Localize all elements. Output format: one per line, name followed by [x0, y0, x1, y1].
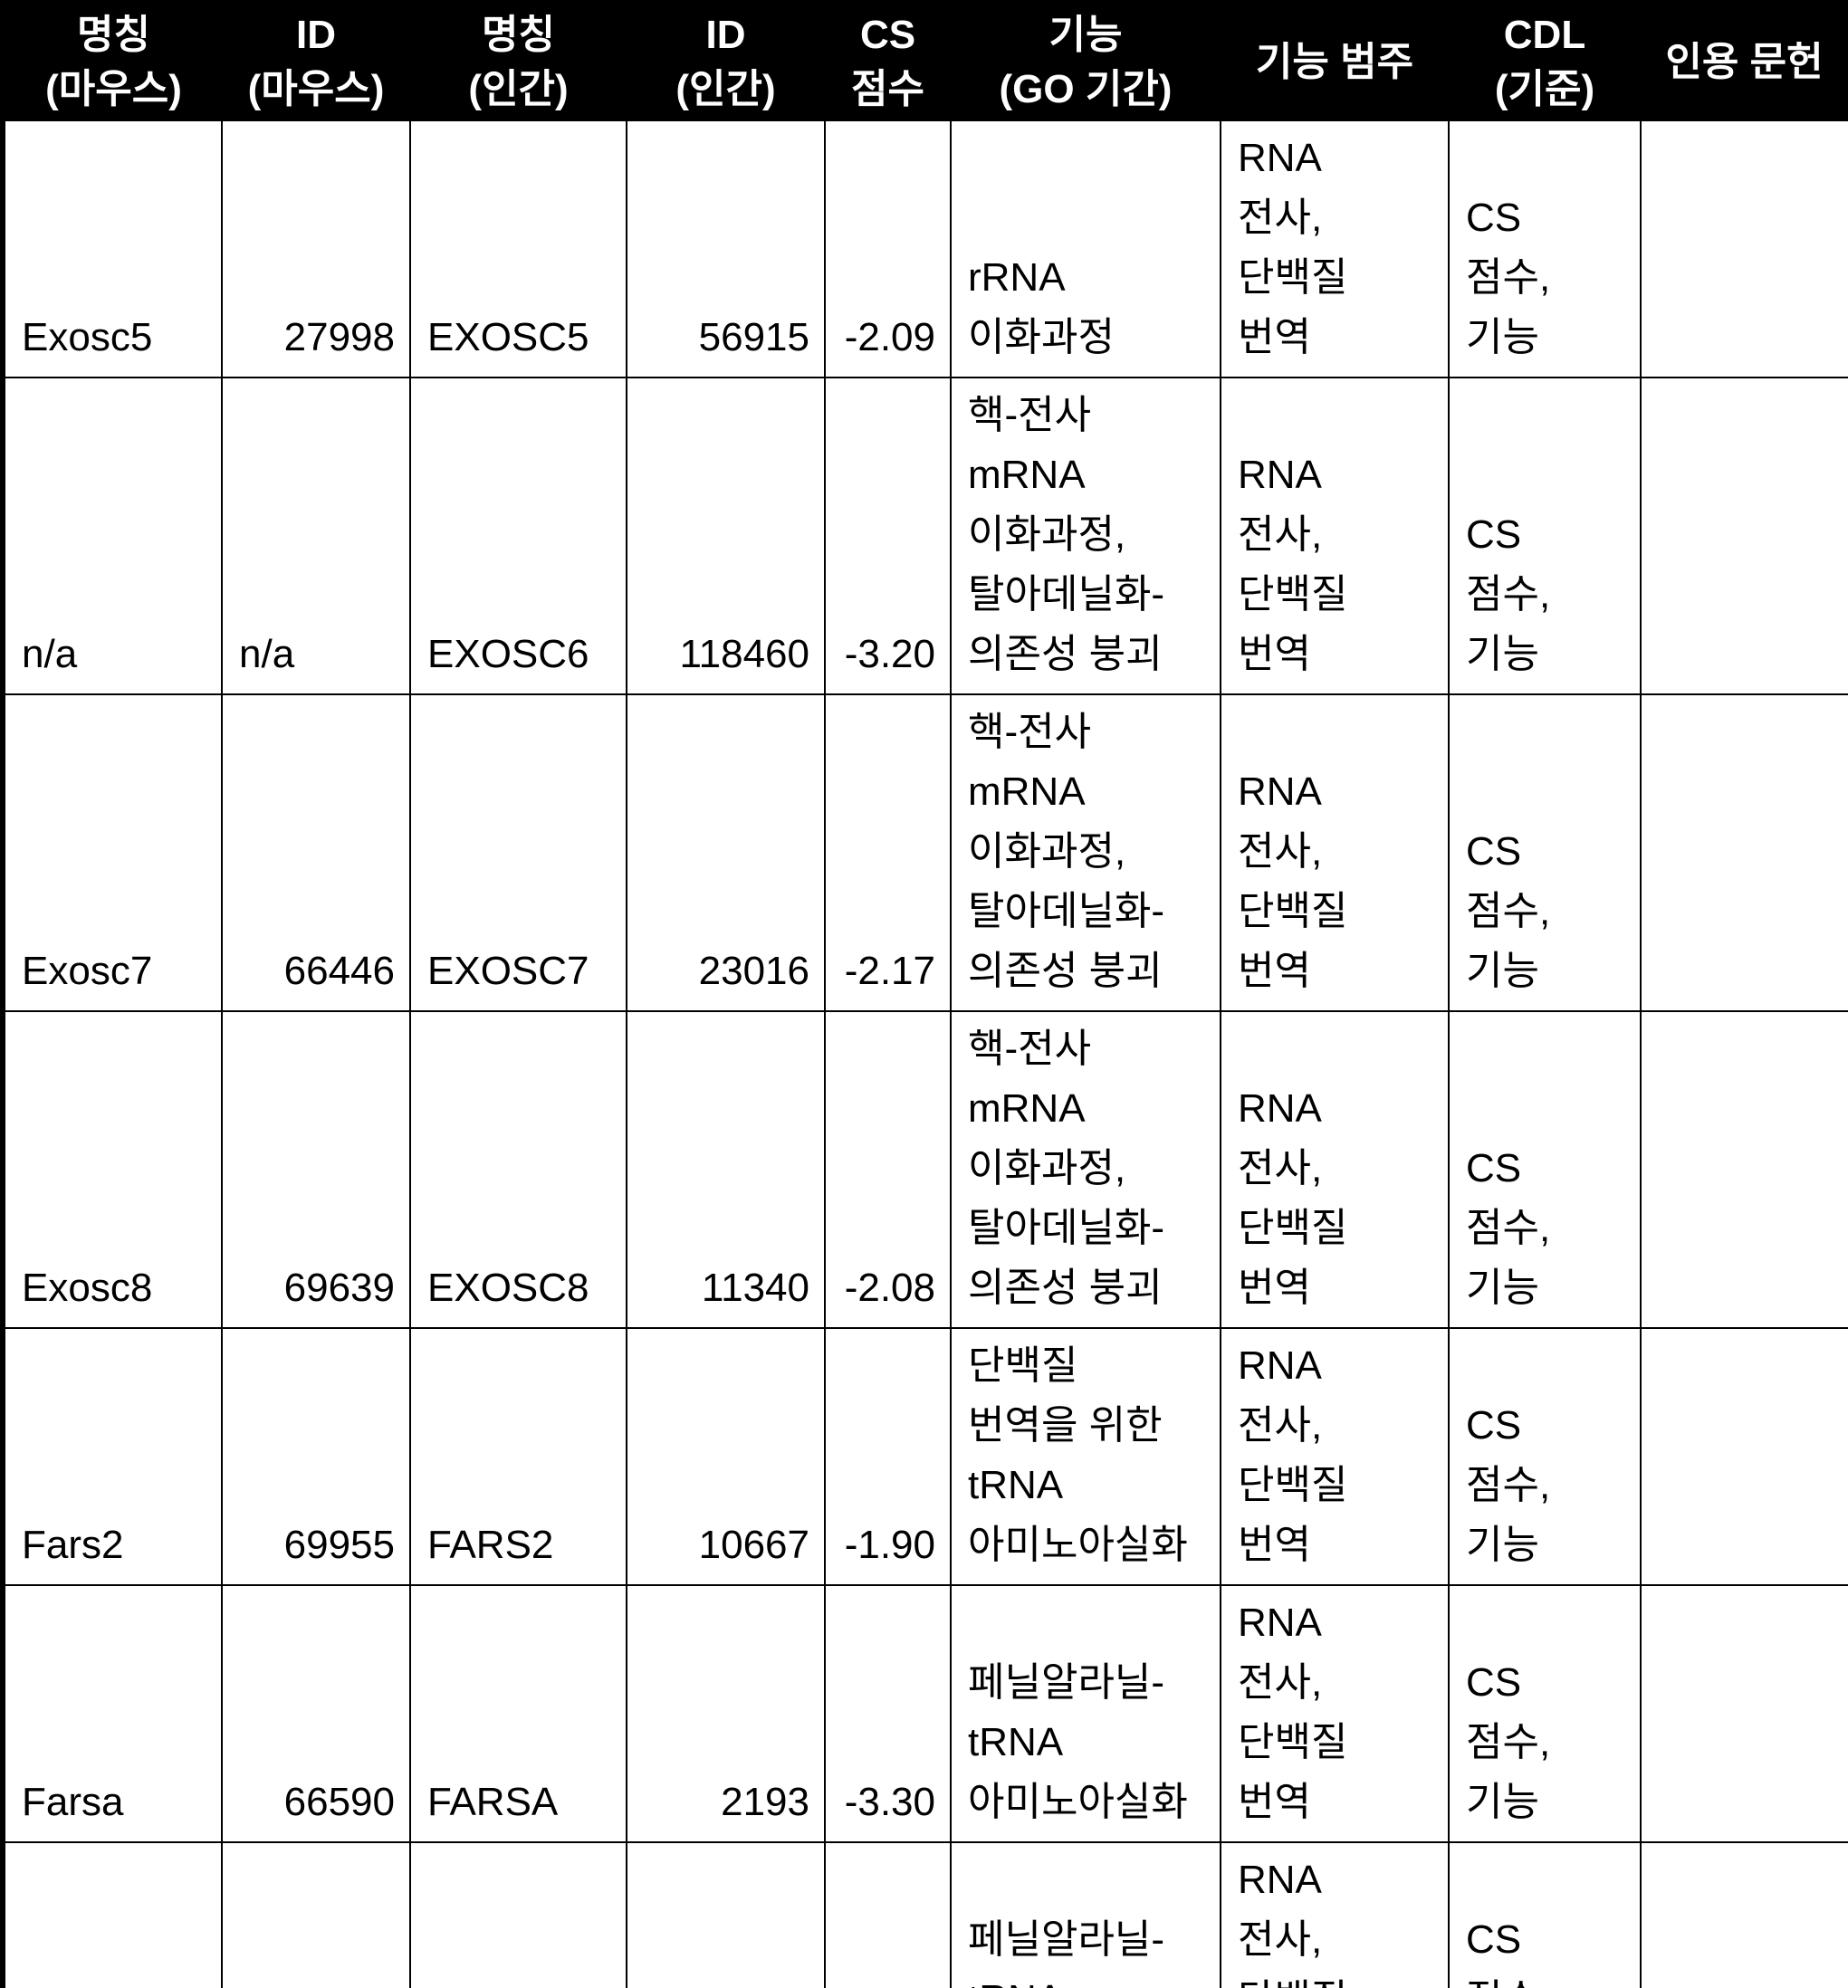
- cell-citation: [1640, 1584, 1848, 1843]
- cell-citation: [1640, 693, 1848, 1012]
- cell-name-human: FARS2: [409, 1327, 627, 1586]
- cell-cdl: CS 점수, 기능: [1448, 1584, 1642, 1843]
- table-row: n/a n/a EXOSC6 118460 -3.20 핵-전사 mRNA 이화…: [2, 377, 1848, 695]
- cell-id-human: 10667: [626, 1327, 826, 1586]
- cell-id-mouse: n/a: [221, 377, 411, 695]
- cell-cs-score: -1.90: [824, 1327, 952, 1586]
- cell-id-human: 118460: [626, 377, 826, 695]
- cell-id-human: 56915: [626, 119, 826, 378]
- cell-cs-score: -2.49: [824, 1841, 952, 1988]
- cell-name-mouse: Farsb: [2, 1841, 223, 1988]
- cell-cdl: CS 점수, 기능: [1448, 119, 1642, 378]
- cell-citation: [1640, 377, 1848, 695]
- cell-cdl: CS 점수, 기능: [1448, 693, 1642, 1012]
- cell-name-mouse: Exosc8: [2, 1010, 223, 1329]
- cell-id-mouse: 23874: [221, 1841, 411, 1988]
- header-function-go: 기능 (GO 기간): [999, 13, 1173, 111]
- header-id-mouse: ID (마우스): [247, 13, 385, 111]
- cell-name-human: EXOSC5: [409, 119, 627, 378]
- cell-id-mouse: 66446: [221, 693, 411, 1012]
- cell-function-go: 핵-전사 mRNA 이화과정, 탈아데닐화- 의존성 붕괴: [950, 1010, 1221, 1329]
- cell-function-category: RNA 전사, 단백질 번역: [1220, 377, 1450, 695]
- header-function-category: 기능 범주: [1255, 40, 1414, 84]
- cell-id-mouse: 27998: [221, 119, 411, 378]
- table-row: Fars2 69955 FARS2 10667 -1.90 단백질 번역을 위한…: [2, 1327, 1848, 1586]
- cell-name-human: FARSA: [409, 1584, 627, 1843]
- table-row: Farsb 23874 FARSB 10056 -2.49 페닐알라닐- tRN…: [2, 1841, 1848, 1988]
- table-body: Exosc5 27998 EXOSC5 56915 -2.09 rRNA 이화과…: [2, 119, 1848, 1988]
- cell-function-category: RNA 전사, 단백질 번역: [1220, 1010, 1450, 1329]
- cell-id-mouse: 69955: [221, 1327, 411, 1586]
- header-name-mouse: 명칭 (마우스): [45, 13, 182, 111]
- cell-cdl: CS 점수, 기능: [1448, 1841, 1642, 1988]
- cell-name-mouse: n/a: [2, 377, 223, 695]
- header-cs-score: CS 점수: [851, 13, 924, 111]
- header-cdl: CDL (기준): [1494, 13, 1595, 111]
- cell-citation: [1640, 1010, 1848, 1329]
- cell-cs-score: -3.20: [824, 377, 952, 695]
- cell-cdl: CS 점수, 기능: [1448, 1010, 1642, 1329]
- cell-id-human: 2193: [626, 1584, 826, 1843]
- cell-function-category: RNA 전사, 단백질 번역: [1220, 693, 1450, 1012]
- cell-function-category: RNA 전사, 단백질 번역: [1220, 119, 1450, 378]
- cell-cs-score: -2.08: [824, 1010, 952, 1329]
- cell-name-human: FARSB: [409, 1841, 627, 1988]
- cell-name-mouse: Exosc5: [2, 119, 223, 378]
- cell-cs-score: -2.09: [824, 119, 952, 378]
- cell-function-go: 핵-전사 mRNA 이화과정, 탈아데닐화- 의존성 붕괴: [950, 693, 1221, 1012]
- cell-function-go: rRNA 이화과정: [950, 119, 1221, 378]
- cell-function-category: RNA 전사, 단백질 번역: [1220, 1584, 1450, 1843]
- cell-id-human: 23016: [626, 693, 826, 1012]
- cell-citation: [1640, 1327, 1848, 1586]
- cell-name-human: EXOSC7: [409, 693, 627, 1012]
- table-row: Exosc8 69639 EXOSC8 11340 -2.08 핵-전사 mRN…: [2, 1010, 1848, 1329]
- cell-citation: [1640, 119, 1848, 378]
- table-header: 명칭 (마우스) ID (마우스) 명칭 (인간) ID (인간) CS 점수 …: [3, 3, 1848, 120]
- cell-citation: [1640, 1841, 1848, 1988]
- cell-name-mouse: Exosc7: [2, 693, 223, 1012]
- cell-id-mouse: 69639: [221, 1010, 411, 1329]
- cell-function-go: 페닐알라닐- tRNA 아미노아실화: [950, 1584, 1221, 1843]
- cell-id-human: 10056: [626, 1841, 826, 1988]
- header-citation: 인용 문헌: [1665, 40, 1824, 84]
- cell-name-mouse: Fars2: [2, 1327, 223, 1586]
- header-id-human: ID (인간): [675, 13, 776, 111]
- table-row: Exosc7 66446 EXOSC7 23016 -2.17 핵-전사 mRN…: [2, 693, 1848, 1012]
- cell-name-human: EXOSC6: [409, 377, 627, 695]
- cell-function-category: RNA 전사, 단백질 번역: [1220, 1841, 1450, 1988]
- table-row: Farsa 66590 FARSA 2193 -3.30 페닐알라닐- tRNA…: [2, 1584, 1848, 1843]
- cell-function-go: 핵-전사 mRNA 이화과정, 탈아데닐화- 의존성 붕괴: [950, 377, 1221, 695]
- cell-name-human: EXOSC8: [409, 1010, 627, 1329]
- table-row: Exosc5 27998 EXOSC5 56915 -2.09 rRNA 이화과…: [2, 119, 1848, 378]
- cell-cdl: CS 점수, 기능: [1448, 1327, 1642, 1586]
- cell-id-human: 11340: [626, 1010, 826, 1329]
- cell-cdl: CS 점수, 기능: [1448, 377, 1642, 695]
- cell-function-go: 페닐알라닐- tRNA 아미노아실화: [950, 1841, 1221, 1988]
- header-name-human: 명칭 (인간): [468, 13, 569, 111]
- cell-cs-score: -3.30: [824, 1584, 952, 1843]
- cell-cs-score: -2.17: [824, 693, 952, 1012]
- cell-function-category: RNA 전사, 단백질 번역: [1220, 1327, 1450, 1586]
- header-row: 명칭 (마우스) ID (마우스) 명칭 (인간) ID (인간) CS 점수 …: [3, 3, 1848, 120]
- cell-name-mouse: Farsa: [2, 1584, 223, 1843]
- cell-function-go: 단백질 번역을 위한 tRNA 아미노아실화: [950, 1327, 1221, 1586]
- cell-id-mouse: 66590: [221, 1584, 411, 1843]
